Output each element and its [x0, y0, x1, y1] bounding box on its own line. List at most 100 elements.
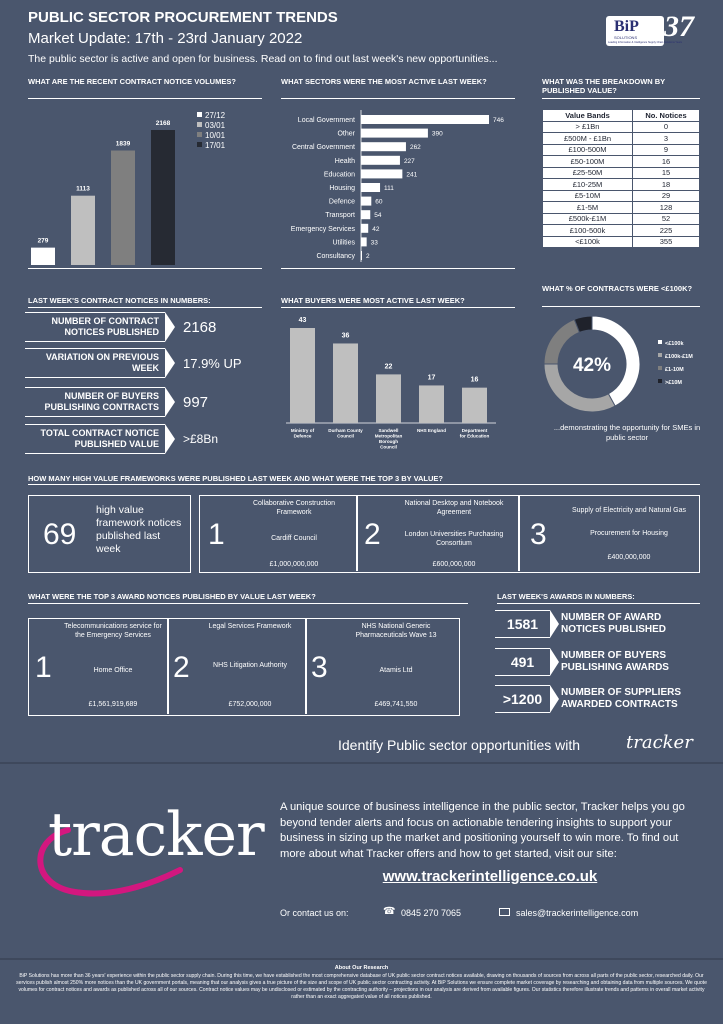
sector-data-label: 33 — [371, 239, 379, 246]
bip-logo-text: BiP — [614, 18, 639, 35]
footer-divider — [0, 958, 723, 960]
sector-label: Central Government — [292, 144, 355, 151]
band-row: > £1Bn 0 — [542, 120, 700, 133]
numbers-row: NUMBER OF BUYERS PUBLISHING CONTRACTS 99… — [25, 387, 263, 417]
donut-center-label: 42% — [573, 355, 611, 376]
tracker-logo-icon — [37, 827, 183, 897]
framework-item: Supply of Electricity and Natural Gas Pr… — [560, 496, 698, 574]
buyer-label: Durham County Council — [328, 428, 363, 439]
framework-value: £400,000,000 — [607, 553, 651, 561]
frameworks-rule — [28, 484, 700, 485]
page-subtitle: Market Update: 17th - 23rd January 2022 — [28, 30, 303, 47]
numbers-rule — [28, 307, 262, 308]
framework-rank: 2 — [364, 518, 381, 551]
email-address[interactable]: sales@trackerintelligence.com — [516, 908, 639, 918]
award-value: £752,000,000 — [228, 701, 272, 708]
sector-bar — [361, 169, 403, 179]
sector-bar — [361, 183, 381, 192]
award-item: Legal Services Framework NHS Litigation … — [197, 619, 303, 714]
band-count: 18 — [632, 178, 700, 191]
band-row: £10-25M 18 — [542, 178, 700, 191]
band-count: 3 — [632, 132, 700, 145]
bands-table: Value Bands No. Notices > £1Bn 0 £500M - £… — [542, 109, 700, 248]
arrow-icon — [165, 424, 175, 454]
band-count: 128 — [632, 201, 700, 214]
legend-label: 10/01 — [205, 131, 226, 140]
numbers-value: 17.9% UP — [183, 355, 242, 371]
identify-text: Identify Public sector opportunities wit… — [338, 737, 581, 753]
framework-name: Supply of Electricity and Natural Gas — [572, 507, 686, 515]
award-rank: 3 — [311, 651, 328, 684]
band-row: £25-50M 15 — [542, 166, 700, 179]
award-number-value: 1581 — [495, 610, 550, 638]
bands-table-wrap: Value Bands No. Notices > £1Bn 0 £500M - £… — [542, 109, 700, 248]
legend-label: <£100k — [665, 341, 684, 347]
frameworks-title: HOW MANY HIGH VALUE FRAMEWORKS WERE PUBL… — [28, 474, 444, 483]
framework-rank: 1 — [208, 518, 225, 551]
sector-data-label: 227 — [404, 158, 415, 165]
legend-swatch — [658, 353, 662, 357]
volume-bar — [111, 150, 135, 265]
buyer-bar — [290, 328, 315, 423]
arrow-icon — [550, 685, 559, 713]
percent-donut-chart: 42% <£100k £100k-£1M £1-10M >£10M — [543, 315, 693, 413]
framework-rank: 3 — [530, 518, 547, 551]
percent-rule — [542, 306, 700, 307]
breakdown-title: WHAT WAS THE BREAKDOWN BY PUBLISHED VALU… — [542, 77, 666, 95]
band-row: <£100k 355 — [542, 235, 700, 248]
numbers-label: VARIATION ON PREVIOUS WEEK — [25, 348, 165, 378]
volume-data-label: 279 — [38, 238, 49, 245]
frameworks-count-box: 69 high value framework notices publishe… — [28, 495, 191, 573]
award-rank: 1 — [35, 651, 52, 684]
award-buyer: Atamis Ltd — [379, 666, 413, 674]
numbers-row: TOTAL CONTRACT NOTICE PUBLISHED VALUE >£… — [25, 424, 263, 454]
buyer-label: Sandwell Metropolitan Borough Council — [375, 428, 403, 450]
buyer-bar — [376, 374, 401, 423]
frameworks-count-label: high value framework notices published l… — [96, 504, 182, 555]
award-name: Telecommunications service for the Emerg… — [64, 623, 162, 639]
band-label: £100-500k — [542, 224, 633, 237]
legend-swatch — [197, 132, 202, 137]
tracker-small-logo-text: tracker — [626, 732, 693, 753]
sector-bar — [361, 115, 489, 124]
framework-value: £1,000,000,000 — [269, 561, 319, 568]
band-label: > £1Bn — [542, 120, 633, 133]
sectors-title: WHAT SECTORS WERE THE MOST ACTIVE LAST W… — [281, 77, 487, 86]
band-label: £1-5M — [542, 201, 633, 214]
phone-number[interactable]: 0845 270 7065 — [401, 908, 462, 918]
sector-label: Consultancy — [316, 253, 355, 260]
divider — [167, 619, 169, 714]
volume-bar — [151, 130, 175, 265]
buyer-data-label: 16 — [471, 377, 479, 384]
framework-item: Collaborative Construction Framework Car… — [234, 496, 354, 574]
buyer-label: NHS England — [417, 428, 446, 433]
divider — [356, 496, 358, 571]
buyers-title: WHAT BUYERS WERE MOST ACTIVE LAST WEEK? — [281, 296, 465, 305]
framework-value: £600,000,000 — [432, 561, 476, 568]
sector-label: Other — [337, 131, 355, 138]
sectors-rule — [281, 98, 515, 99]
buyer-label: Department for Education — [460, 428, 490, 439]
band-count: 15 — [632, 166, 700, 179]
numbers-label: TOTAL CONTRACT NOTICE PUBLISHED VALUE — [25, 424, 165, 454]
sector-label: Education — [324, 171, 355, 178]
buyer-data-label: 43 — [299, 317, 307, 324]
volume-bar — [31, 247, 55, 265]
sector-bar — [361, 128, 428, 138]
award-name: NHS National Generic Pharmaceuticals Wav… — [355, 623, 437, 639]
award-value: £1,561,919,689 — [88, 701, 138, 708]
framework-name: National Desktop and Notebook Agreement — [404, 500, 504, 516]
percent-title: WHAT % OF CONTRACTS WERE <£100K? — [542, 284, 693, 293]
donut-slice — [573, 315, 593, 334]
numbers-row: VARIATION ON PREVIOUS WEEK 17.9% UP — [25, 348, 263, 378]
promo-divider — [0, 762, 723, 764]
percent-note: ...demonstrating the opportunity for SME… — [553, 423, 701, 442]
volume-data-label: 1113 — [76, 186, 90, 193]
award-buyer: NHS Litigation Authority — [213, 662, 287, 669]
buyer-data-label: 17 — [428, 374, 436, 381]
legend-label: £100k-£1M — [665, 354, 693, 360]
sector-data-label: 42 — [372, 226, 380, 233]
tracker-url-link[interactable]: www.trackerintelligence.co.uk — [382, 868, 598, 885]
numbers-value: >£8Bn — [183, 431, 219, 446]
sector-bar — [361, 237, 367, 247]
